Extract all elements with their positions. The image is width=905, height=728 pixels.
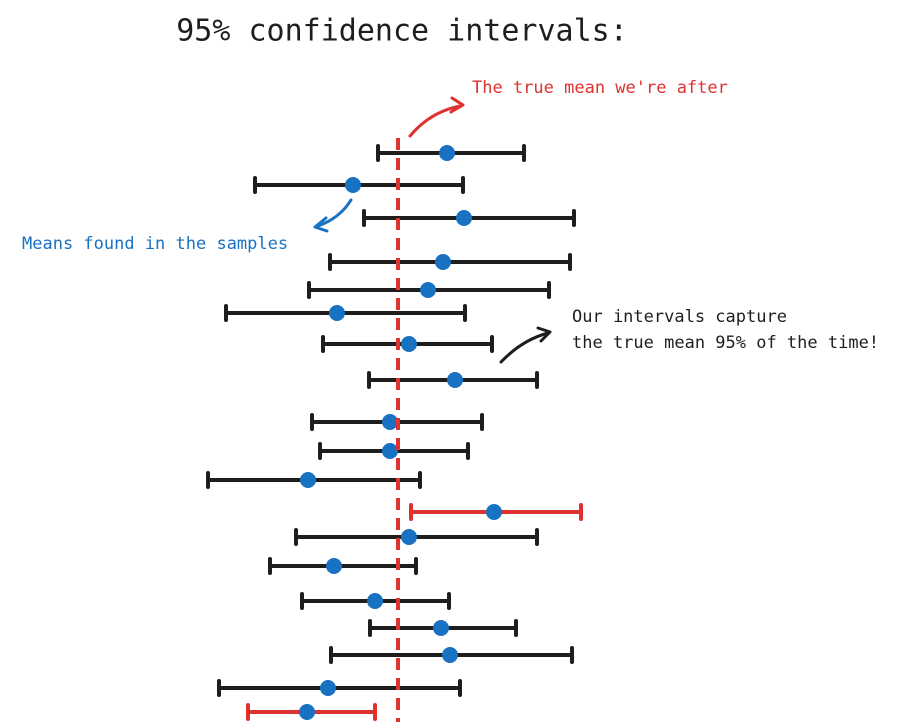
sample-mean [433, 620, 449, 636]
arrow [316, 198, 353, 228]
arrow [499, 331, 550, 364]
arrowhead [536, 326, 552, 343]
arrowhead [449, 96, 465, 114]
sample-mean [420, 282, 436, 298]
sample-mean [401, 529, 417, 545]
sample-mean [382, 414, 398, 430]
sample-mean [329, 305, 345, 321]
capture-note: Our intervals capture [572, 307, 787, 327]
sample-mean [345, 177, 361, 193]
sample-mean [456, 210, 472, 226]
sample-mean [435, 254, 451, 270]
sample-mean [367, 593, 383, 609]
sample-mean [447, 372, 463, 388]
arrowhead [313, 216, 329, 233]
sample-mean [382, 443, 398, 459]
sample-mean [326, 558, 342, 574]
sample-mean [442, 647, 458, 663]
sample-mean [439, 145, 455, 161]
sample-mean [486, 504, 502, 520]
intervals [206, 144, 583, 721]
true-mean-note: The true mean we're after [472, 78, 728, 98]
sample-mean [320, 680, 336, 696]
sample-means-note: Means found in the samples [22, 234, 288, 254]
sample-mean [401, 336, 417, 352]
sample-mean [299, 704, 315, 720]
title: 95% confidence intervals: [176, 14, 628, 49]
capture-note: the true mean 95% of the time! [572, 333, 879, 353]
arrow [408, 104, 462, 138]
sample-mean [300, 472, 316, 488]
